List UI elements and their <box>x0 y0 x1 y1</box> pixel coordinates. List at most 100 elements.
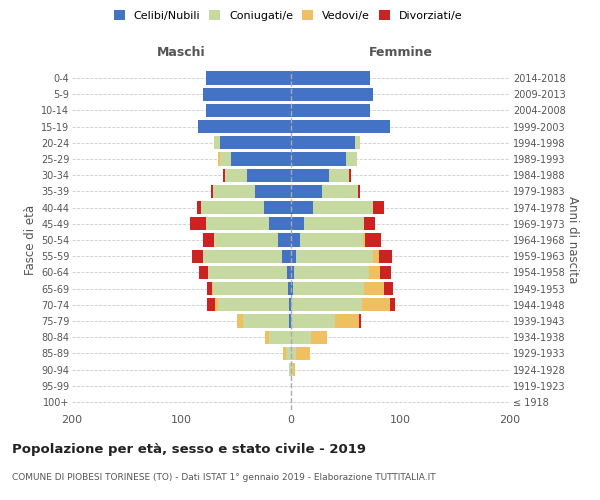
Text: Femmine: Femmine <box>368 46 433 59</box>
Bar <box>291 185 322 198</box>
Text: COMUNE DI PIOBESI TORINESE (TO) - Dati ISTAT 1° gennaio 2019 - Elaborazione TUTT: COMUNE DI PIOBESI TORINESE (TO) - Dati I… <box>12 472 436 482</box>
Text: Popolazione per età, sesso e stato civile - 2019: Popolazione per età, sesso e stato civil… <box>12 442 366 456</box>
Bar <box>231 152 291 166</box>
Bar <box>218 152 220 166</box>
Bar <box>206 104 291 117</box>
Bar <box>364 282 384 295</box>
Bar <box>203 88 291 101</box>
Bar <box>190 217 206 230</box>
Bar <box>226 168 247 182</box>
Bar <box>362 298 389 312</box>
Bar <box>296 250 373 263</box>
Bar <box>379 250 392 263</box>
Bar <box>201 201 263 214</box>
Bar <box>197 201 201 214</box>
Bar <box>291 363 293 376</box>
Bar <box>206 72 291 85</box>
Bar <box>304 217 364 230</box>
Bar <box>206 282 212 295</box>
Bar <box>287 266 291 279</box>
Y-axis label: Fasce di età: Fasce di età <box>23 205 37 275</box>
Bar <box>223 168 226 182</box>
Bar <box>291 346 296 360</box>
Bar <box>365 234 381 246</box>
Bar <box>203 250 282 263</box>
Bar <box>389 298 395 312</box>
Bar <box>220 136 291 149</box>
Bar <box>203 234 214 246</box>
Bar <box>213 185 255 198</box>
Bar <box>193 250 203 263</box>
Bar <box>291 314 335 328</box>
Bar <box>214 136 220 149</box>
Bar <box>355 136 360 149</box>
Y-axis label: Anni di nascita: Anni di nascita <box>566 196 580 284</box>
Bar <box>359 314 361 328</box>
Legend: Celibi/Nubili, Coniugati/e, Vedovi/e, Divorziati/e: Celibi/Nubili, Coniugati/e, Vedovi/e, Di… <box>112 8 464 23</box>
Bar <box>373 250 379 263</box>
Bar <box>291 152 346 166</box>
Bar <box>213 282 288 295</box>
Bar <box>291 168 329 182</box>
Bar <box>198 120 291 134</box>
Bar <box>289 298 291 312</box>
Bar <box>212 282 213 295</box>
Bar <box>291 136 355 149</box>
Bar <box>278 234 291 246</box>
Bar <box>288 282 291 295</box>
Bar <box>294 266 369 279</box>
Bar <box>220 152 231 166</box>
Bar <box>329 168 349 182</box>
Bar <box>313 201 373 214</box>
Text: Maschi: Maschi <box>157 46 206 59</box>
Bar <box>346 152 356 166</box>
Bar <box>214 234 278 246</box>
Bar <box>291 120 389 134</box>
Bar <box>373 201 384 214</box>
Bar <box>215 298 218 312</box>
Bar <box>269 217 291 230</box>
Bar <box>335 314 359 328</box>
Bar <box>243 314 289 328</box>
Bar <box>291 88 373 101</box>
Bar <box>206 217 269 230</box>
Bar <box>286 346 291 360</box>
Bar <box>283 346 286 360</box>
Bar <box>218 298 289 312</box>
Bar <box>211 185 213 198</box>
Bar <box>291 104 370 117</box>
Bar <box>247 168 291 182</box>
Bar <box>238 314 243 328</box>
Bar <box>208 266 287 279</box>
Bar <box>291 282 293 295</box>
Bar <box>291 266 294 279</box>
Bar <box>384 282 393 295</box>
Bar <box>291 298 362 312</box>
Bar <box>296 346 310 360</box>
Bar <box>369 266 380 279</box>
Bar <box>363 234 365 246</box>
Bar <box>300 234 363 246</box>
Bar <box>265 330 269 344</box>
Bar <box>282 250 291 263</box>
Bar <box>364 217 376 230</box>
Bar <box>291 217 304 230</box>
Bar <box>289 314 291 328</box>
Bar <box>291 234 300 246</box>
Bar <box>289 363 291 376</box>
Bar <box>293 363 295 376</box>
Bar <box>358 185 360 198</box>
Bar <box>206 298 215 312</box>
Bar <box>293 282 364 295</box>
Bar <box>291 330 311 344</box>
Bar <box>291 250 296 263</box>
Bar <box>349 168 351 182</box>
Bar <box>291 201 313 214</box>
Bar <box>311 330 327 344</box>
Bar <box>269 330 291 344</box>
Bar <box>322 185 358 198</box>
Bar <box>255 185 291 198</box>
Bar <box>380 266 391 279</box>
Bar <box>291 72 370 85</box>
Bar <box>263 201 291 214</box>
